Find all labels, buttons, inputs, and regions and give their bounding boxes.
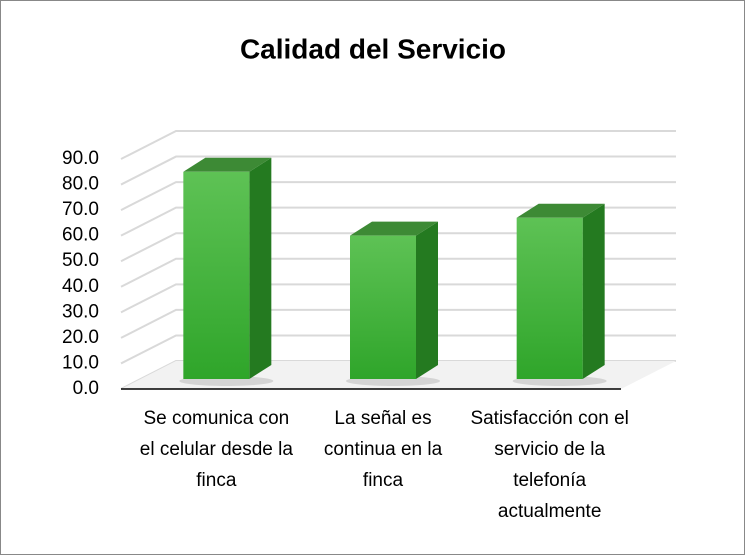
grid-line (120, 155, 676, 186)
grid-line (120, 283, 676, 314)
y-tick-label: 20.0 (62, 327, 99, 348)
grid-line (120, 206, 676, 237)
grid-line (120, 257, 676, 288)
grid-line (120, 232, 676, 263)
x-tick-label: Satisfacción con el servicio de la telef… (470, 408, 629, 522)
bar-front (516, 217, 583, 379)
bar-front (350, 235, 416, 379)
x-tick-label: La señal es continua en la finca (323, 408, 443, 491)
y-tick-label: 70.0 (62, 199, 99, 220)
y-tick-label: 0.0 (73, 378, 99, 399)
bar-top (516, 203, 605, 218)
bar-side (249, 157, 272, 379)
y-tick-label: 10.0 (62, 352, 99, 373)
grid-line (120, 334, 676, 365)
bar (346, 221, 440, 386)
bar-top (350, 221, 438, 236)
y-tick-label: 90.0 (62, 148, 99, 169)
grid-line (120, 308, 676, 339)
chart-title: Calidad del Servicio (240, 33, 506, 64)
bar (179, 157, 274, 386)
bar-front (183, 171, 250, 379)
y-tick-label: 60.0 (62, 225, 99, 246)
bar (512, 203, 607, 386)
bar-side (582, 203, 605, 379)
y-tick-label: 40.0 (62, 276, 99, 297)
bar-side (416, 221, 438, 379)
grid-line (120, 130, 676, 160)
y-tick-label: 50.0 (62, 250, 99, 271)
y-tick-label: 80.0 (62, 174, 99, 195)
y-tick-label: 30.0 (62, 301, 99, 322)
bar-top (183, 157, 272, 172)
grid-line (120, 181, 676, 212)
x-tick-label: Se comunica con el celular desde la finc… (139, 408, 293, 491)
